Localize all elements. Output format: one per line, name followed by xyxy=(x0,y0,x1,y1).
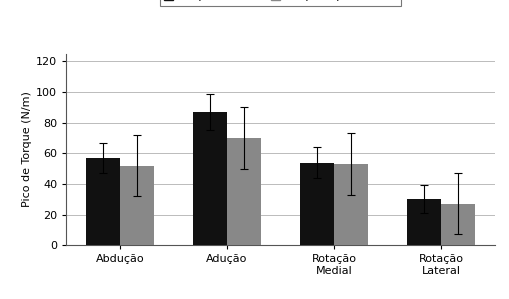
Bar xyxy=(227,138,261,245)
Bar xyxy=(406,199,440,245)
Y-axis label: Pico de Torque (N/m): Pico de Torque (N/m) xyxy=(22,91,32,208)
Legend: Grupo Controle, Grupo Experimental: Grupo Controle, Grupo Experimental xyxy=(159,0,401,6)
Bar xyxy=(299,163,333,245)
Bar xyxy=(440,204,474,245)
Bar xyxy=(120,166,154,245)
Bar xyxy=(192,112,227,245)
Bar xyxy=(86,158,120,245)
Bar xyxy=(333,164,367,245)
